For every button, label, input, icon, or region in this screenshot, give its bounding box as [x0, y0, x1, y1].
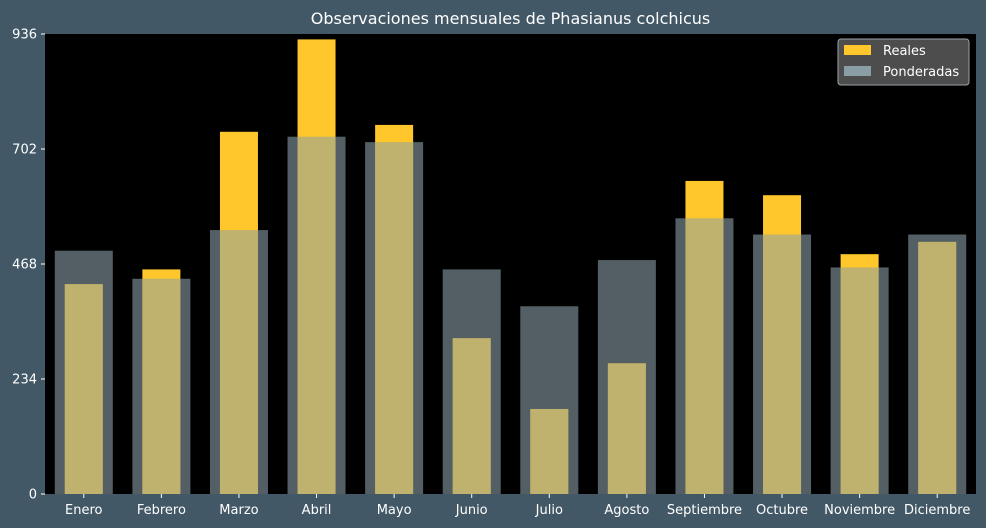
- x-tick-label: Julio: [535, 503, 563, 518]
- series-reales: [64, 39, 957, 495]
- bar-overlap-junio: [452, 338, 491, 494]
- legend-swatch-ponderadas: [844, 66, 871, 76]
- bar-overlap-enero: [64, 284, 103, 494]
- x-tick-label: Junio: [455, 503, 488, 518]
- bar-overlap-marzo: [219, 230, 258, 495]
- chart-title: Observaciones mensuales de Phasianus col…: [311, 9, 710, 28]
- x-tick-label: Agosto: [604, 503, 649, 518]
- y-axis: 0 234 468 702 936: [12, 28, 45, 503]
- x-tick-label: Marzo: [219, 503, 258, 518]
- legend-label-reales: Reales: [883, 44, 926, 59]
- y-tick-label: 234: [12, 373, 37, 388]
- y-tick-label: 702: [12, 143, 37, 158]
- y-tick-label: 0: [29, 488, 37, 503]
- x-tick-label: Mayo: [377, 503, 412, 518]
- x-tick-label: Abril: [302, 503, 332, 518]
- x-tick-label: Diciembre: [904, 503, 970, 518]
- y-tick-label: 468: [12, 258, 37, 273]
- bar-overlap-abril: [297, 136, 336, 494]
- bar-overlap-diciembre: [918, 241, 957, 494]
- bar-overlap-septiembre: [685, 218, 724, 495]
- y-tick-label: 936: [12, 28, 37, 43]
- bar-overlap-febrero: [142, 278, 181, 494]
- legend: Reales Ponderadas: [837, 38, 970, 86]
- bar-overlap-octubre: [763, 234, 802, 494]
- x-tick-label: Febrero: [137, 503, 186, 518]
- plot-area: [45, 34, 976, 494]
- x-tick-label: Enero: [65, 503, 103, 518]
- x-tick-label: Septiembre: [667, 503, 742, 518]
- x-tick-label: Noviembre: [824, 503, 895, 518]
- bar-overlap-mayo: [375, 142, 414, 494]
- legend-label-ponderadas: Ponderadas: [883, 65, 959, 80]
- x-axis: Enero Febrero Marzo Abril Mayo Junio Julio Agos…: [65, 494, 970, 518]
- bar-overlap-julio: [530, 408, 569, 494]
- x-tick-label: Octubre: [756, 503, 808, 518]
- bar-overlap-agosto: [607, 363, 646, 494]
- bar-overlap-noviembre: [840, 267, 879, 494]
- legend-swatch-reales: [844, 45, 871, 55]
